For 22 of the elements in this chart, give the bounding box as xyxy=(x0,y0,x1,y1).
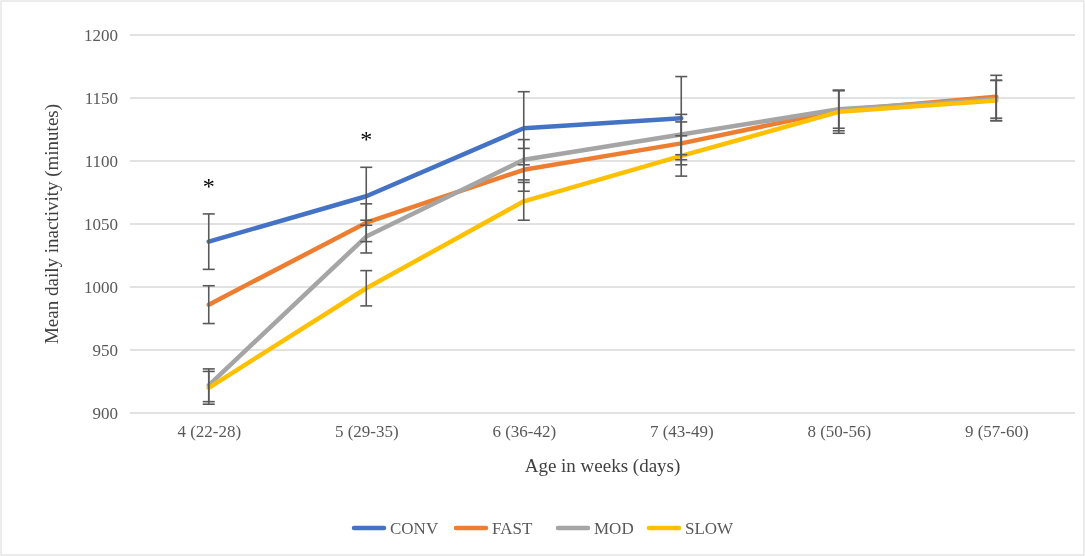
legend-label: CONV xyxy=(390,519,439,538)
y-tick-label: 1050 xyxy=(84,214,118,234)
line-series xyxy=(206,115,684,244)
x-tick-label: 8 (50-56) xyxy=(807,422,872,442)
y-tick-label: 1200 xyxy=(84,25,118,45)
legend-label: MOD xyxy=(594,519,634,538)
y-tick-label: 1000 xyxy=(84,277,118,297)
x-tick-label: 9 (57-60) xyxy=(964,422,1029,442)
legend-label: SLOW xyxy=(685,519,735,538)
x-tick-label: 5 (29-35) xyxy=(334,422,399,442)
x-tick-label: 7 (43-49) xyxy=(649,422,714,442)
y-tick-label: 1150 xyxy=(84,88,118,108)
x-axis-title: Age in weeks (days) xyxy=(524,455,681,477)
y-axis-title: Mean daily inactivity (minutes) xyxy=(41,103,63,345)
annotation: * xyxy=(202,172,215,199)
y-tick-label: 950 xyxy=(92,340,118,360)
y-tick-label: 1100 xyxy=(84,151,118,171)
x-tick-label: 4 (22-28) xyxy=(177,422,242,442)
legend-label: FAST xyxy=(492,519,533,538)
annotation: * xyxy=(360,126,373,153)
x-tick-label: 6 (36-42) xyxy=(492,422,557,442)
y-tick-label: 900 xyxy=(92,403,118,423)
